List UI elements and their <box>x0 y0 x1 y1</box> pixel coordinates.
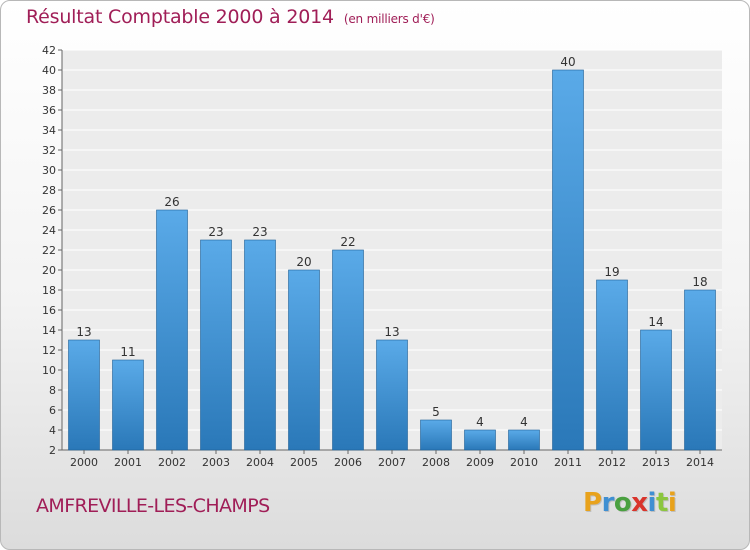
bar-2005 <box>288 269 320 451</box>
y-tick-label: 2 <box>49 444 56 457</box>
data-label: 26 <box>164 195 179 209</box>
x-tick-label: 2007 <box>378 456 406 469</box>
y-tick-label: 24 <box>42 224 56 237</box>
logo-letter: P <box>583 488 602 518</box>
data-label: 23 <box>208 225 223 239</box>
x-tick-label: 2008 <box>422 456 450 469</box>
data-label: 5 <box>432 405 440 419</box>
x-tick-label: 2014 <box>686 456 714 469</box>
logo-letter: x <box>631 488 648 518</box>
y-tick-label: 14 <box>42 324 56 337</box>
x-tick-label: 2006 <box>334 456 362 469</box>
data-label: 13 <box>76 325 91 339</box>
y-tick-label: 42 <box>42 44 56 57</box>
bar-2008 <box>420 419 452 451</box>
commune-name: AMFREVILLE-LES-CHAMPS <box>36 495 270 517</box>
x-tick-label: 2004 <box>246 456 274 469</box>
data-label: 22 <box>340 235 355 249</box>
x-tick-label: 2005 <box>290 456 318 469</box>
data-label: 11 <box>120 345 135 359</box>
y-tick-label: 16 <box>42 304 56 317</box>
x-tick-label: 2003 <box>202 456 230 469</box>
data-label: 4 <box>476 415 484 429</box>
x-tick-label: 2012 <box>598 456 626 469</box>
y-tick-label: 36 <box>42 104 56 117</box>
y-tick-label: 4 <box>49 424 56 437</box>
chart-title-text: Résultat Comptable 2000 à 2014 <box>26 6 334 28</box>
data-label: 40 <box>560 55 575 69</box>
y-tick-label: 18 <box>42 284 56 297</box>
logo-letter: i <box>647 488 657 518</box>
data-label: 14 <box>648 315 663 329</box>
data-label: 13 <box>384 325 399 339</box>
y-tick-label: 22 <box>42 244 56 257</box>
y-tick-label: 34 <box>42 124 56 137</box>
y-tick-label: 40 <box>42 64 56 77</box>
bar-2013 <box>640 329 672 451</box>
bar-2003 <box>200 239 232 451</box>
y-tick-label: 32 <box>42 144 56 157</box>
y-tick-label: 30 <box>42 164 56 177</box>
data-label: 20 <box>296 255 311 269</box>
y-tick-label: 20 <box>42 264 56 277</box>
x-tick-label: 2002 <box>158 456 186 469</box>
y-tick-label: 12 <box>42 344 56 357</box>
y-tick-label: 26 <box>42 204 56 217</box>
logo-letter: r <box>601 488 615 518</box>
bar-2006 <box>332 249 364 451</box>
x-tick-label: 2010 <box>510 456 538 469</box>
chart-title: Résultat Comptable 2000 à 2014 (en millie… <box>26 6 435 28</box>
bar-2010 <box>508 429 540 451</box>
y-tick-label: 10 <box>42 364 56 377</box>
data-label: 23 <box>252 225 267 239</box>
bar-2007 <box>376 339 408 451</box>
bar-2001 <box>112 359 144 451</box>
bar-2002 <box>156 209 188 451</box>
logo-letter: o <box>613 488 632 518</box>
logo-letter: i <box>667 488 677 518</box>
chart-unit: (en milliers d'€) <box>343 12 435 26</box>
x-tick-label: 2013 <box>642 456 670 469</box>
x-tick-label: 2009 <box>466 456 494 469</box>
proxiti-logo: Proxiti <box>583 488 677 518</box>
y-tick-label: 38 <box>42 84 56 97</box>
data-label: 19 <box>604 265 619 279</box>
bar-2011 <box>552 69 584 451</box>
data-label: 18 <box>692 275 707 289</box>
y-tick-label: 6 <box>49 404 56 417</box>
y-tick-label: 8 <box>49 384 56 397</box>
y-tick-label: 28 <box>42 184 56 197</box>
bar-2012 <box>596 279 628 451</box>
bar-2000 <box>68 339 100 451</box>
logo-letter: t <box>655 488 668 518</box>
x-tick-label: 2000 <box>70 456 98 469</box>
bar-2009 <box>464 429 496 451</box>
x-tick-label: 2001 <box>114 456 142 469</box>
x-tick-label: 2011 <box>554 456 582 469</box>
bar-2014 <box>684 289 716 451</box>
data-label: 4 <box>520 415 528 429</box>
bar-2004 <box>244 239 276 451</box>
